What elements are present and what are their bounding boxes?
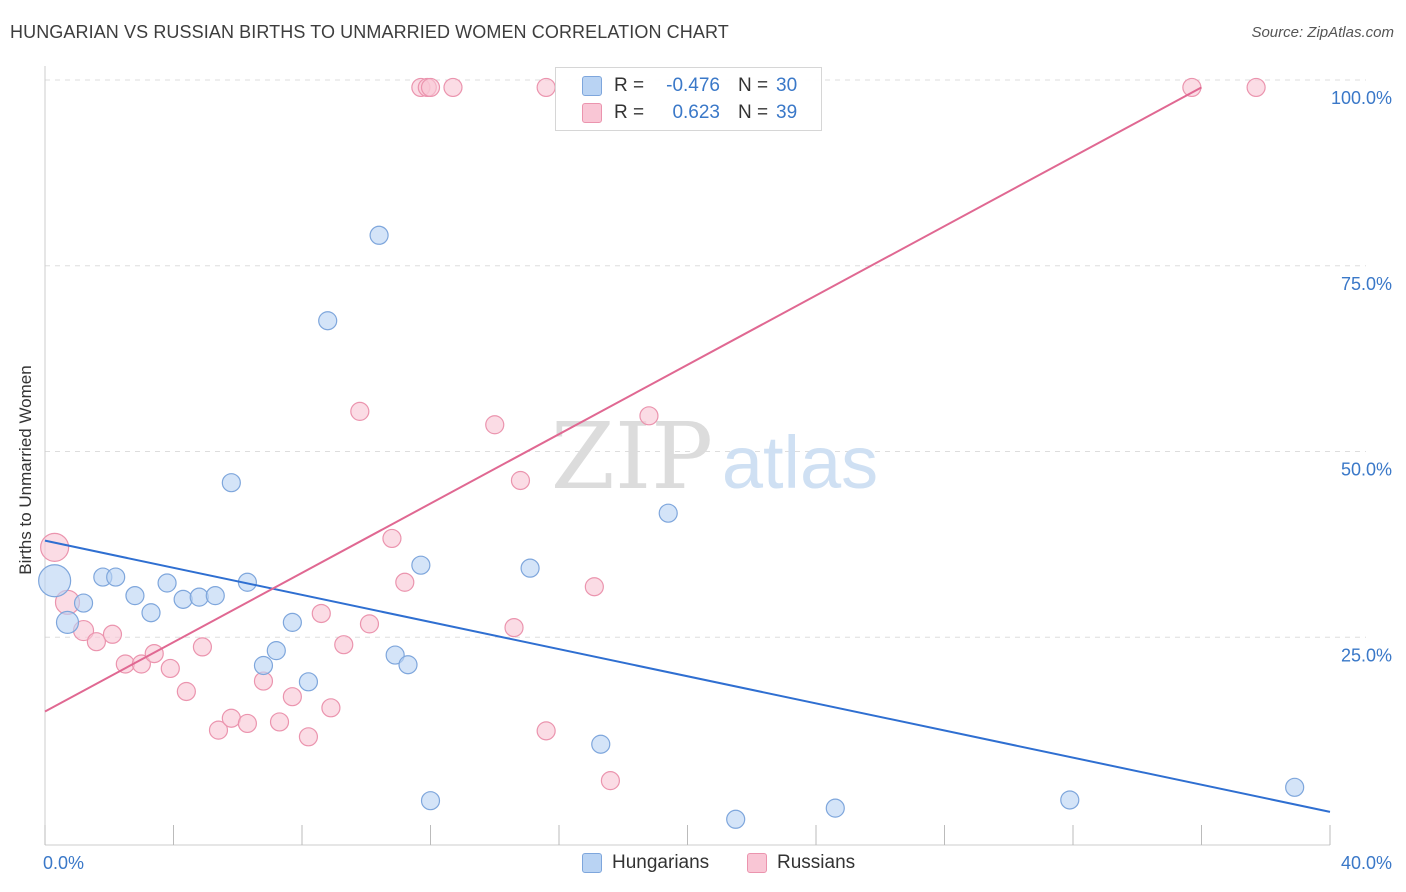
axes [44, 66, 1331, 846]
hungarians-point [38, 564, 72, 598]
hungarians-point [221, 473, 241, 493]
trend-lines [44, 86, 1331, 813]
hungarians-r-label: R = [614, 75, 645, 96]
russians-point [395, 572, 415, 592]
correlation-legend: R = -0.476 N = 30 R = 0.623 N = 39 [555, 67, 822, 131]
hungarians-point [73, 593, 94, 613]
russians-n-value: 39 [776, 102, 798, 123]
tick-labels: 25.0% 50.0% 75.0% 100.0% 0.0% 40.0% [43, 88, 1392, 873]
hungarians-legend-label: Hungarians [612, 852, 710, 873]
russians-trend-line [44, 86, 1202, 713]
hungarians-swatch [582, 76, 602, 96]
hungarians-point [398, 655, 418, 675]
legend-item-russians[interactable]: Russians [747, 852, 855, 874]
russians-point [176, 681, 196, 702]
russians-point [321, 698, 341, 718]
russians-n-label: N = [738, 102, 769, 123]
source-label: Source: ZipAtlas.com [1251, 24, 1394, 41]
russians-point [536, 77, 556, 98]
watermark-zip: ZIP [551, 403, 713, 510]
russians-point [510, 470, 531, 491]
russians-point [600, 771, 621, 791]
hungarians-point [520, 558, 540, 578]
legend-row-russians: R = 0.623 N = 39 [582, 100, 797, 126]
russians-swatch [582, 103, 602, 123]
russians-point [221, 708, 241, 728]
russians-point [192, 637, 213, 657]
chart-title: HUNGARIAN VS RUSSIAN BIRTHS TO UNMARRIED… [10, 22, 729, 42]
hungarians-point [385, 645, 405, 665]
russians-point [102, 624, 123, 644]
watermark: ZIP atlas [551, 403, 878, 510]
hungarians-point [253, 655, 274, 676]
russians-legend-swatch [747, 853, 767, 873]
y-tick-label: 25.0% [1341, 645, 1392, 665]
y-axis-label: Births to Unmarried Women [16, 365, 35, 575]
series-legend: Hungarians Russians [0, 852, 1406, 878]
russians-point [584, 577, 604, 597]
legend-row-hungarians: R = -0.476 N = 30 [582, 73, 797, 99]
russians-legend-label: Russians [777, 852, 856, 873]
russians-point [420, 77, 441, 98]
russians-point [208, 720, 229, 740]
hungarians-legend-swatch [582, 853, 602, 873]
russians-point [504, 617, 524, 638]
russians-point [443, 77, 463, 98]
hungarians-point [591, 734, 611, 754]
hungarians-point [420, 791, 441, 811]
russians-point [311, 603, 331, 624]
hungarians-point [825, 798, 845, 818]
hungarians-point [125, 586, 145, 606]
hungarians-point [141, 603, 161, 623]
hungarians-point [189, 587, 209, 607]
y-tick-label: 75.0% [1341, 274, 1392, 294]
russians-point [334, 635, 354, 655]
hungarians-point [282, 612, 302, 632]
russians-point [382, 528, 402, 549]
hungarians-point [266, 641, 286, 661]
y-tick-label: 100.0% [1331, 88, 1392, 108]
hungarians-r-value: -0.476 [666, 75, 720, 96]
hungarians-point [55, 610, 80, 634]
hungarians-point [369, 225, 389, 245]
russians-r-label: R = [614, 102, 645, 123]
grid-lines [45, 79, 1366, 638]
hungarians-point [157, 573, 177, 593]
russians-point [160, 658, 180, 679]
russians-point [86, 632, 107, 652]
y-tick-label: 50.0% [1341, 460, 1392, 480]
russians-point [485, 415, 505, 435]
russians-point [269, 712, 290, 732]
russians-point [298, 727, 319, 747]
russians-point [639, 406, 659, 426]
hungarians-point [106, 567, 126, 587]
hungarians-trend-line [44, 539, 1331, 813]
x-tick-label-max: 40.0% [1341, 853, 1392, 873]
hungarians-point [173, 589, 193, 609]
russians-point [237, 713, 257, 734]
hungarians-points [38, 225, 1305, 829]
russians-point [350, 401, 370, 421]
hungarians-point [658, 503, 678, 523]
hungarians-point [726, 809, 746, 829]
russians-points [40, 77, 1266, 791]
hungarians-point [205, 586, 225, 606]
hungarians-point [1285, 777, 1305, 797]
hungarians-point [411, 555, 431, 575]
hungarians-point [298, 672, 319, 692]
hungarians-point [318, 311, 338, 331]
x-tick-label-min: 0.0% [43, 853, 84, 873]
russians-point [1246, 77, 1266, 98]
legend-item-hungarians[interactable]: Hungarians [582, 852, 709, 874]
hungarians-point [1060, 790, 1080, 810]
russians-r-value: 0.623 [672, 102, 720, 123]
hungarians-n-label: N = [738, 75, 769, 96]
russians-point [359, 614, 380, 634]
russians-point [282, 687, 302, 707]
hungarians-n-value: 30 [776, 75, 798, 96]
russians-point [40, 532, 70, 562]
watermark-atlas: atlas [722, 421, 878, 504]
russians-point [536, 721, 556, 741]
